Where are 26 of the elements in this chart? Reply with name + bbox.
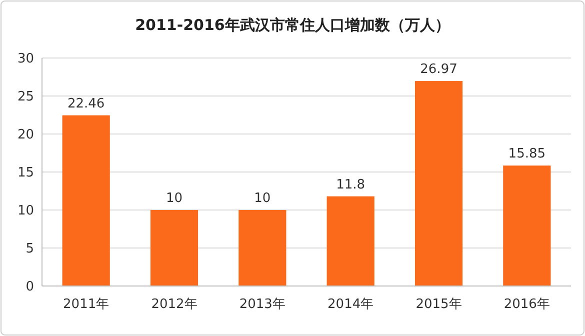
y-tick-label: 5 [26,242,34,257]
bar [150,210,198,286]
y-tick-label: 0 [26,280,34,295]
data-label: 10 [166,191,183,206]
y-tick-label: 20 [17,128,34,143]
bar [326,196,374,286]
x-tick-label: 2012年 [151,297,198,312]
y-tick-label: 10 [17,204,34,219]
bar [238,210,286,286]
x-tick-label: 2013年 [239,297,286,312]
y-tick-label: 30 [17,52,34,67]
bar [503,166,551,286]
data-label: 10 [254,191,271,206]
chart-title: 2011-2016年武汉市常住人口增加数（万人） [135,16,450,34]
y-tick-label: 15 [17,166,34,181]
y-tick-label: 25 [17,90,34,105]
data-label: 11.8 [336,177,366,192]
bar [62,115,110,286]
x-tick-label: 2015年 [416,297,462,312]
bar [414,81,463,286]
data-label: 26.97 [420,62,458,78]
x-tick-label: 2011年 [63,297,110,312]
data-label: 15.85 [508,146,546,162]
x-tick-label: 2016年 [504,297,550,312]
x-tick-label: 2014年 [328,297,374,312]
data-label: 22.46 [67,96,105,112]
